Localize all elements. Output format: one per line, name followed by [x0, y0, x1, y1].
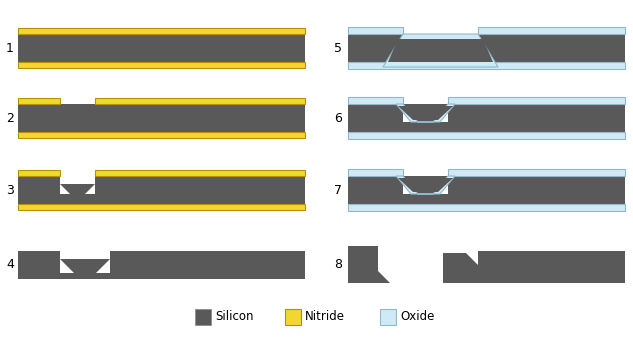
Bar	[348, 132, 625, 139]
Bar	[478, 27, 625, 34]
Polygon shape	[60, 184, 95, 194]
Polygon shape	[60, 259, 110, 273]
Bar	[18, 62, 305, 68]
Bar	[380, 309, 396, 325]
Text: 6: 6	[334, 112, 342, 124]
Bar	[18, 170, 60, 176]
Bar	[348, 169, 403, 176]
Bar	[18, 34, 305, 62]
Text: Oxide: Oxide	[400, 311, 434, 323]
Bar	[348, 176, 403, 204]
Polygon shape	[388, 39, 493, 62]
Bar	[348, 27, 403, 34]
Polygon shape	[95, 176, 305, 204]
Bar	[18, 194, 305, 204]
Bar	[95, 98, 305, 104]
Text: 4: 4	[6, 259, 14, 271]
Bar	[18, 98, 60, 104]
Bar	[18, 273, 305, 279]
Polygon shape	[383, 34, 498, 67]
Bar	[18, 28, 305, 34]
Polygon shape	[403, 176, 448, 194]
Polygon shape	[403, 104, 448, 122]
Text: 7: 7	[334, 184, 342, 196]
Polygon shape	[18, 176, 60, 204]
Bar	[285, 309, 301, 325]
Bar	[348, 194, 625, 204]
Polygon shape	[348, 246, 390, 283]
Polygon shape	[398, 178, 453, 192]
Bar	[448, 97, 625, 104]
Text: 5: 5	[334, 42, 342, 54]
Text: 3: 3	[6, 184, 14, 196]
Bar	[348, 34, 625, 62]
Bar	[443, 265, 625, 283]
Bar	[448, 169, 625, 176]
Bar	[195, 309, 211, 325]
Bar	[348, 204, 625, 211]
Bar	[348, 62, 625, 69]
Bar	[18, 204, 305, 210]
Bar	[348, 104, 403, 132]
Polygon shape	[398, 106, 453, 120]
Bar	[478, 251, 625, 265]
Bar	[18, 104, 305, 132]
Polygon shape	[443, 253, 478, 265]
Text: 1: 1	[6, 42, 14, 54]
Bar	[348, 97, 403, 104]
Text: Silicon: Silicon	[215, 311, 253, 323]
Polygon shape	[110, 251, 305, 279]
Polygon shape	[396, 104, 455, 122]
Text: 8: 8	[334, 259, 342, 271]
Bar	[348, 122, 625, 132]
Bar	[95, 170, 305, 176]
Polygon shape	[396, 176, 455, 194]
Text: 2: 2	[6, 112, 14, 124]
Bar	[448, 104, 625, 132]
Text: Nitride: Nitride	[305, 311, 345, 323]
Bar	[18, 132, 305, 138]
Bar	[448, 176, 625, 204]
Polygon shape	[18, 251, 60, 279]
